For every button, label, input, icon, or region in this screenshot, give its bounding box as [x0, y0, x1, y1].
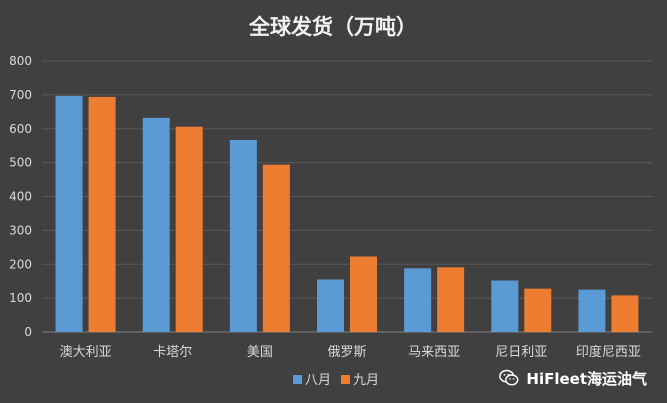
- bar-aug: [578, 289, 606, 332]
- bar-aug: [55, 95, 83, 332]
- bar-sep: [262, 164, 290, 332]
- y-tick-label: 100: [9, 291, 32, 305]
- x-tick-label: 马来西亚: [408, 345, 460, 360]
- watermark-text: HiFleet海运油气: [526, 369, 647, 388]
- legend-label: 八月: [305, 373, 331, 388]
- x-tick-label: 俄罗斯: [327, 345, 366, 360]
- y-tick-label: 300: [9, 223, 32, 237]
- y-tick-label: 400: [9, 190, 32, 204]
- x-tick-label: 尼日利亚: [495, 345, 547, 360]
- bar-sep: [611, 295, 639, 332]
- bar-sep: [350, 256, 377, 332]
- x-tick-label: 美国: [247, 345, 273, 360]
- y-tick-label: 200: [9, 257, 32, 271]
- bar-sep: [88, 96, 116, 332]
- watermark: HiFleet海运油气: [498, 367, 647, 389]
- legend-swatch: [341, 375, 350, 384]
- chart-title: 全球发货（万吨）: [248, 14, 417, 39]
- wechat-icon: [499, 369, 519, 386]
- y-tick-label: 0: [24, 325, 32, 339]
- bar-aug: [404, 268, 432, 332]
- bar-aug: [229, 139, 257, 332]
- x-tick-label: 印度尼西亚: [576, 344, 641, 360]
- bar-aug: [142, 117, 170, 332]
- y-tick-label: 600: [9, 122, 32, 136]
- x-tick-label: 澳大利亚: [60, 344, 112, 360]
- y-tick-label: 700: [9, 88, 32, 102]
- legend-label: 九月: [353, 373, 379, 388]
- bar-aug: [491, 280, 519, 332]
- bar-sep: [175, 126, 203, 332]
- bar-sep: [524, 288, 552, 332]
- bar-sep: [437, 267, 465, 332]
- legend-swatch: [293, 375, 302, 384]
- y-tick-label: 800: [9, 54, 32, 68]
- y-tick-label: 500: [9, 156, 32, 170]
- bar-aug: [317, 279, 344, 332]
- x-tick-label: 卡塔尔: [153, 345, 192, 360]
